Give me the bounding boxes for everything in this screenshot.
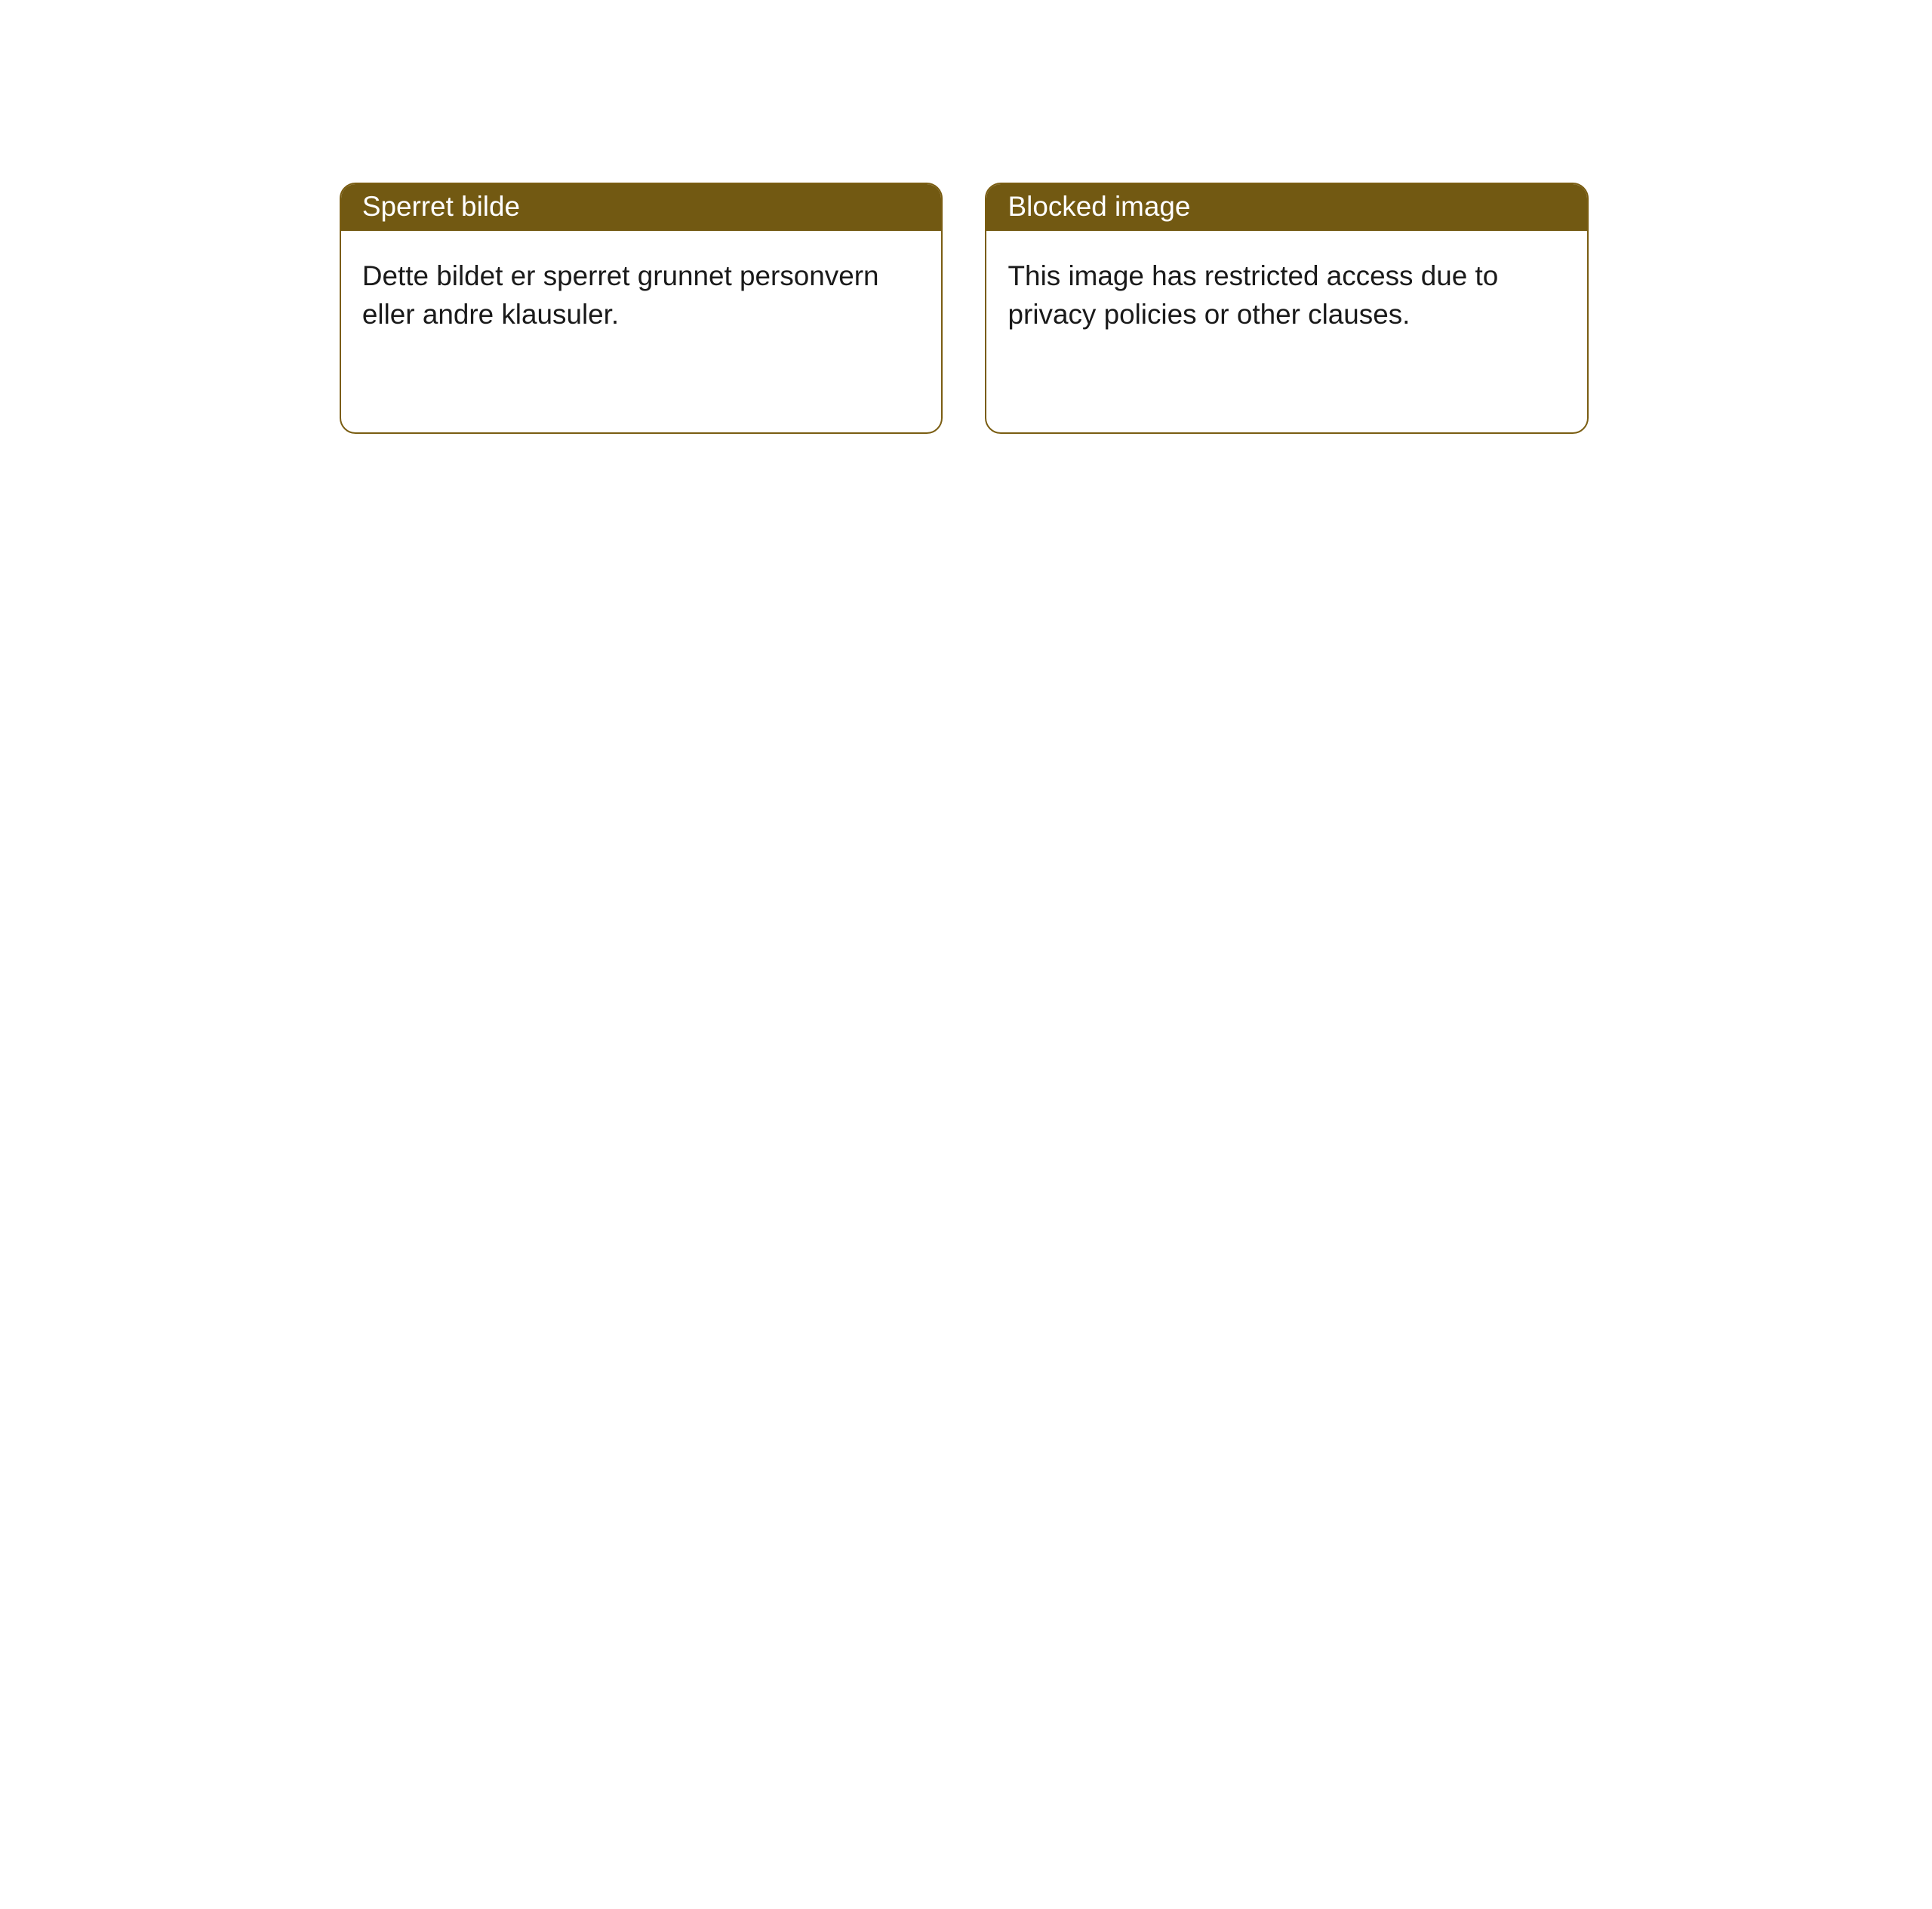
- card-header: Blocked image: [986, 184, 1586, 230]
- card-title: Blocked image: [1008, 191, 1191, 222]
- card-title: Sperret bilde: [362, 191, 520, 222]
- card-header: Sperret bilde: [341, 184, 941, 230]
- card-body-text: This image has restricted access due to …: [1008, 260, 1499, 330]
- card-body-text: Dette bildet er sperret grunnet personve…: [362, 260, 879, 330]
- notice-card-english: Blocked image This image has restricted …: [985, 183, 1588, 433]
- notice-card-norwegian: Sperret bilde Dette bildet er sperret gr…: [340, 183, 943, 433]
- card-body: This image has restricted access due to …: [986, 231, 1586, 361]
- notice-cards-container: Sperret bilde Dette bildet er sperret gr…: [0, 0, 1932, 434]
- card-body: Dette bildet er sperret grunnet personve…: [341, 231, 941, 361]
